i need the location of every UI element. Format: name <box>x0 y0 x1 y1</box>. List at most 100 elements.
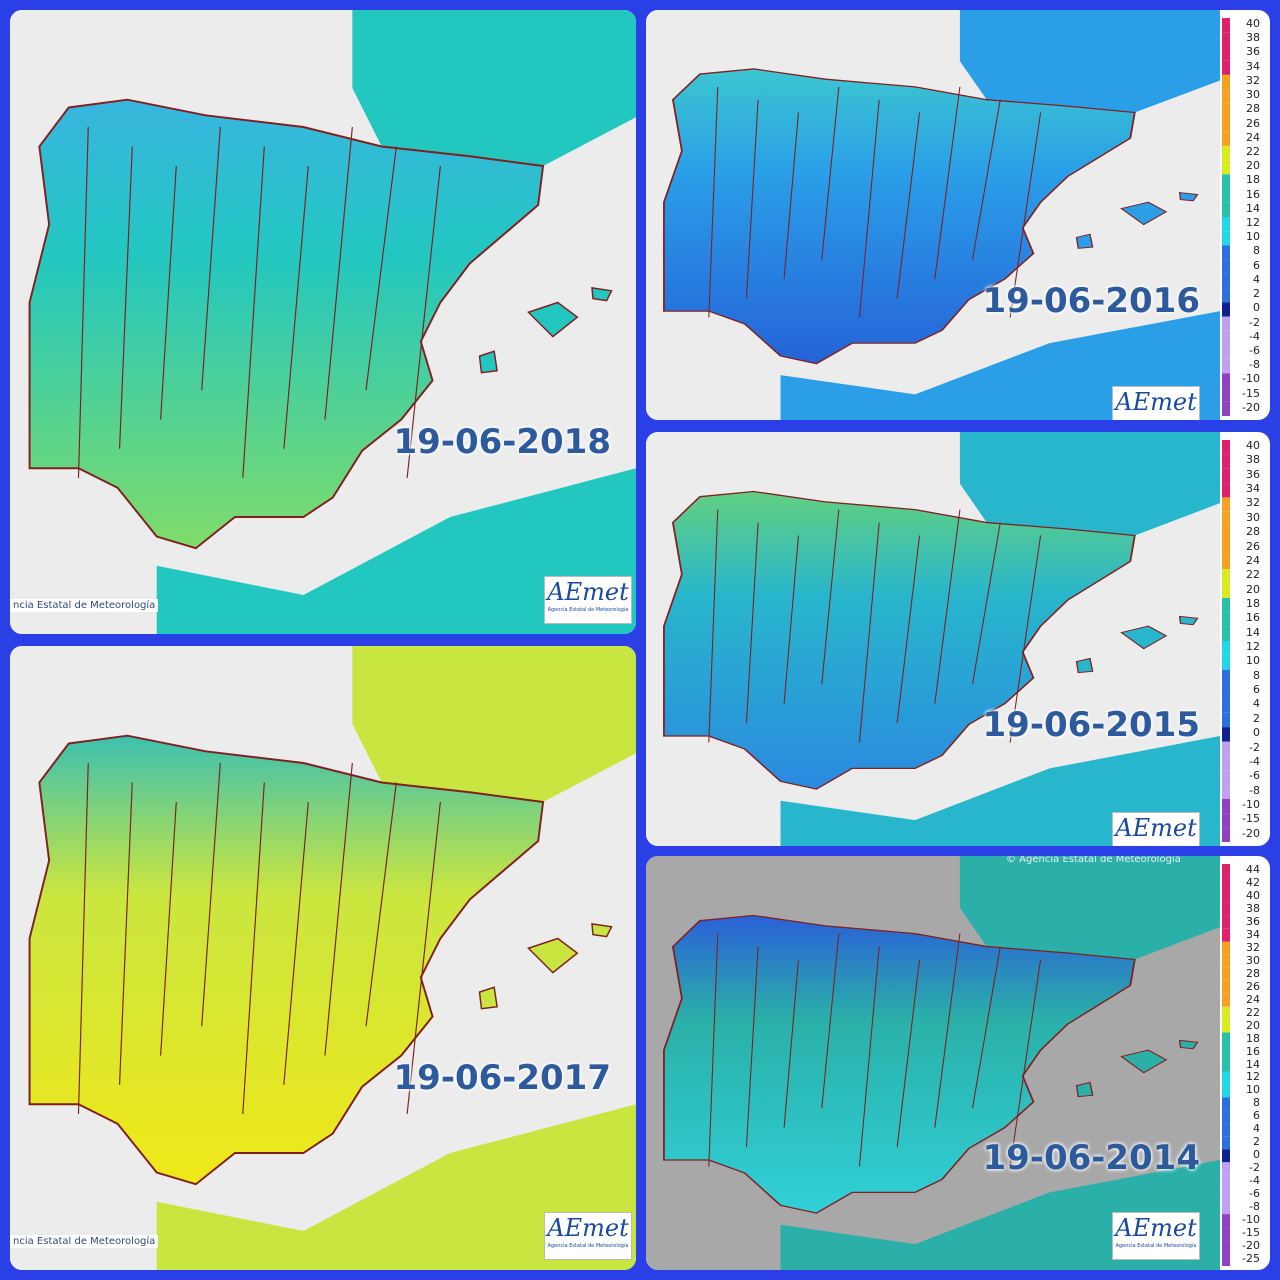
colorbar-swatch <box>1222 454 1230 469</box>
date-label: 19-06-2016 <box>982 280 1200 321</box>
map <box>10 646 636 1270</box>
legend-label: 42 <box>1246 875 1260 889</box>
colorbar-swatch <box>1222 1175 1230 1189</box>
colorbar-swatch <box>1222 1214 1230 1228</box>
province-border <box>1009 112 1042 318</box>
colorbar-swatch <box>1222 497 1230 512</box>
legend-label: 24 <box>1246 130 1260 144</box>
legend-label: 10 <box>1246 654 1260 668</box>
colorbar-swatch <box>1222 864 1230 877</box>
logo-text: AEmet <box>547 578 629 606</box>
colorbar-swatch <box>1222 1110 1230 1124</box>
colorbar-swatch <box>1222 684 1230 699</box>
island <box>1120 201 1168 226</box>
logo: AEmet <box>1112 812 1200 846</box>
colorbar <box>1222 440 1230 842</box>
colorbar-swatch <box>1222 330 1230 345</box>
legend-label: 20 <box>1246 582 1260 596</box>
legend-label: 0 <box>1253 726 1260 740</box>
colorbar-swatch <box>1222 217 1230 232</box>
colorbar-swatch <box>1222 967 1230 981</box>
colorbar-swatch <box>1222 669 1230 685</box>
island <box>1120 625 1168 650</box>
legend-label: 44 <box>1246 863 1260 876</box>
colorbar-swatch <box>1222 202 1230 217</box>
legend-label: 28 <box>1246 966 1260 980</box>
colorbar-swatch <box>1222 188 1230 203</box>
france <box>959 856 1220 960</box>
province-border <box>783 535 800 704</box>
colorbar-swatch <box>1222 1227 1230 1241</box>
colorbar-swatch <box>1222 231 1230 246</box>
province-border <box>858 946 880 1167</box>
logo: AEmet <box>1112 386 1200 420</box>
colorbar-swatch <box>1222 993 1230 1007</box>
legend-label: -2 <box>1249 740 1260 754</box>
colorbar-swatch <box>1222 1045 1230 1059</box>
island <box>527 301 579 338</box>
colorbar-swatch <box>1222 827 1230 842</box>
africa <box>156 1104 636 1270</box>
legend-label: -25 <box>1242 1252 1260 1266</box>
legend-label: 34 <box>1246 59 1260 73</box>
legend-label: 34 <box>1246 927 1260 941</box>
island <box>591 287 613 302</box>
province-border <box>406 165 441 479</box>
legend-label: 32 <box>1246 73 1260 87</box>
province-border <box>821 86 840 260</box>
island <box>1075 657 1094 674</box>
province-border <box>324 762 353 1056</box>
colorbar-swatch <box>1222 74 1230 90</box>
map-panel: 19-06-2017 ncia Estatal de Meteorología AE… <box>10 646 636 1270</box>
legend-label: -4 <box>1249 754 1260 768</box>
province-border <box>934 933 961 1128</box>
colorbar-swatch <box>1222 1084 1230 1098</box>
colorbar-swatch <box>1222 89 1230 104</box>
colorbar-swatch <box>1222 259 1230 274</box>
province-border <box>896 959 921 1148</box>
legend-label: 32 <box>1246 496 1260 510</box>
island <box>1178 192 1199 202</box>
colorbar-swatch <box>1222 1136 1230 1150</box>
colorbar-swatch <box>1222 540 1230 555</box>
legend-label: -10 <box>1242 372 1260 386</box>
legend-label: -6 <box>1249 1187 1260 1201</box>
africa <box>156 468 636 634</box>
colorbar-swatch <box>1222 583 1230 598</box>
colorbar-swatch <box>1222 1058 1230 1072</box>
footer-text: ncia Estatal de Meteorología <box>10 599 159 612</box>
map <box>646 432 1220 846</box>
legend-label: -8 <box>1249 783 1260 797</box>
legend-label: 0 <box>1253 1148 1260 1162</box>
legend-label: 10 <box>1246 1083 1260 1097</box>
legend-label: 6 <box>1253 1109 1260 1123</box>
legend-label: 38 <box>1246 31 1260 45</box>
colorbar-swatch <box>1222 288 1230 303</box>
colorbar-swatch <box>1222 597 1230 613</box>
colorbar-swatch <box>1222 160 1230 175</box>
colorbar-swatch <box>1222 641 1230 656</box>
logo-subtext: Agencia Estatal de Meteorología <box>547 1243 629 1249</box>
province-border <box>1009 535 1042 743</box>
legend-label: 28 <box>1246 525 1260 539</box>
colorbar-swatch <box>1222 273 1230 289</box>
legend-label: 14 <box>1246 1057 1260 1071</box>
province-border <box>160 165 177 420</box>
logo-text: AEmet <box>1115 814 1197 842</box>
island <box>527 937 579 974</box>
colorbar-swatch <box>1222 928 1230 942</box>
island <box>478 350 498 374</box>
colorbar <box>1222 18 1230 416</box>
legend-label: -15 <box>1242 1226 1260 1240</box>
legend-label: -15 <box>1242 812 1260 826</box>
colorbar-swatch <box>1222 1162 1230 1176</box>
africa <box>780 736 1220 846</box>
island <box>591 923 613 938</box>
legend-label: 16 <box>1246 1044 1260 1058</box>
legend-label: 18 <box>1246 596 1260 610</box>
colorbar-swatch <box>1222 145 1230 161</box>
province-border <box>77 126 89 479</box>
date-label: 19-06-2015 <box>982 705 1200 746</box>
province-border <box>708 933 719 1167</box>
legend-label: -10 <box>1242 1213 1260 1227</box>
